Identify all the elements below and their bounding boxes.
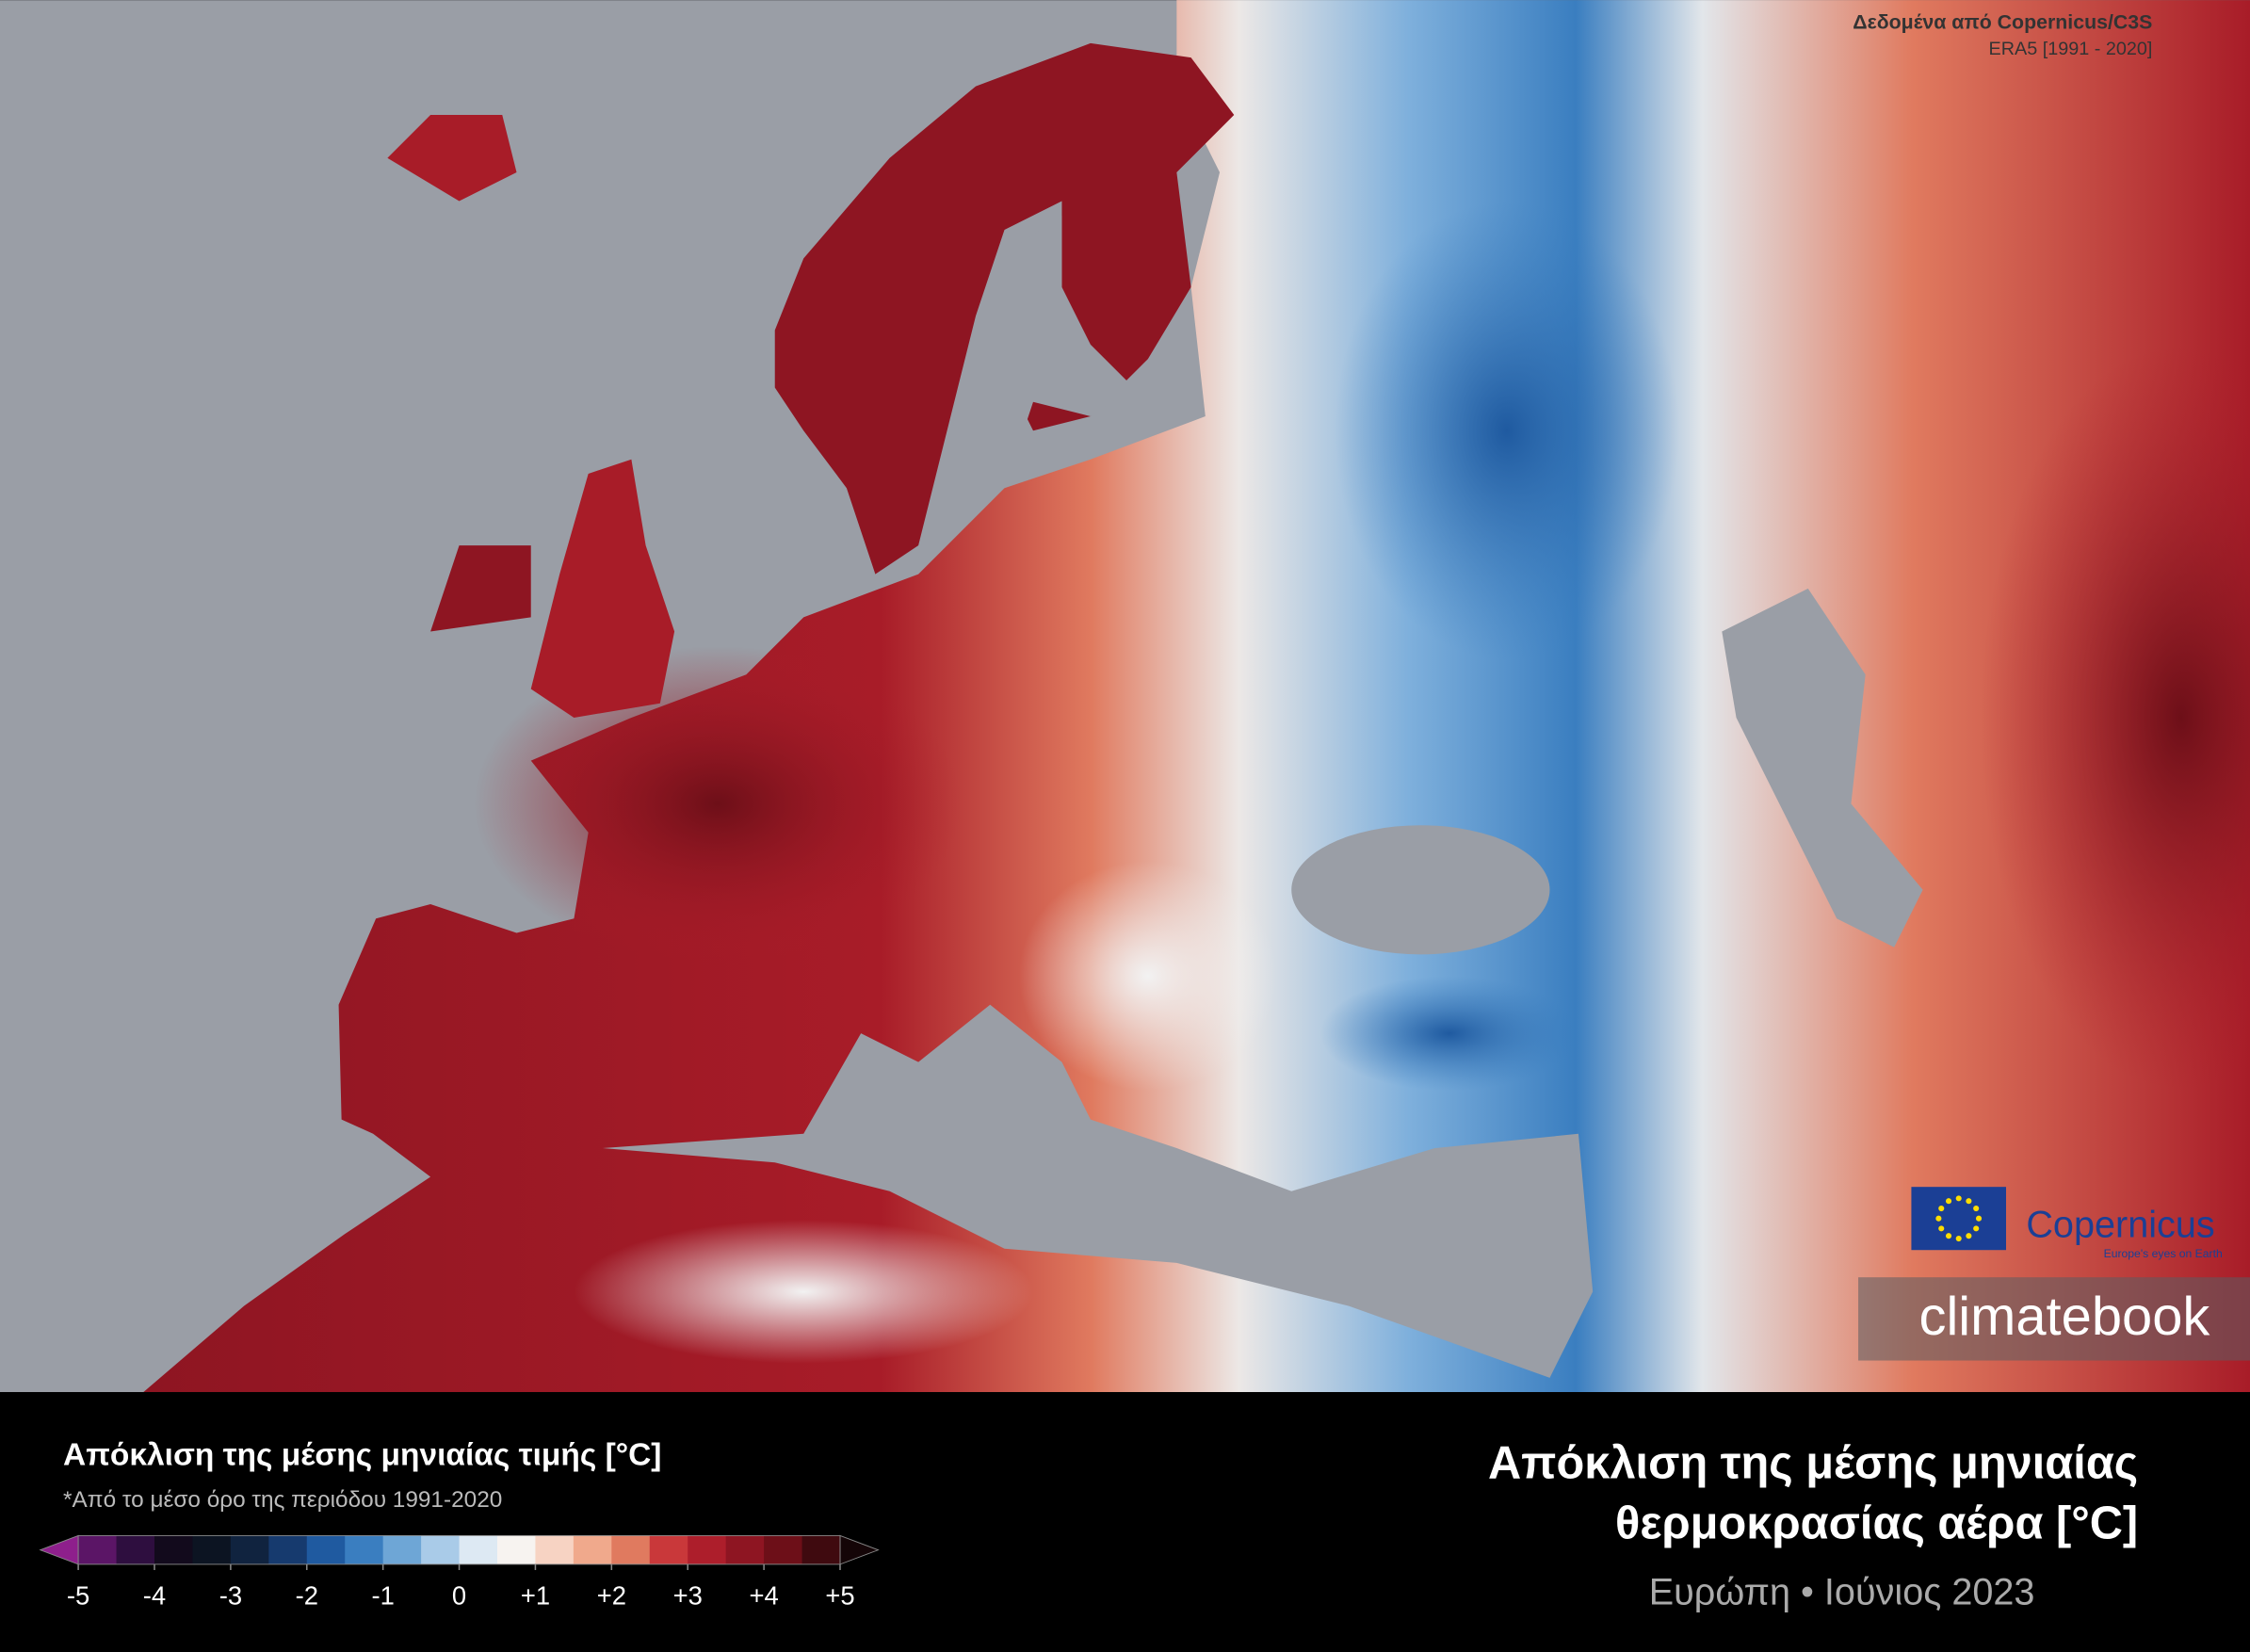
color-swatch [421,1535,461,1564]
eu-stars [1935,1195,1983,1242]
title-line-1: Απόκλιση της μέσης μηνιαίας [1488,1437,2138,1488]
copernicus-logo: Copernicus [2026,1205,2214,1246]
colorbar-tick-label: +1 [521,1581,550,1611]
color-swatch [230,1535,269,1564]
color-swatch [649,1535,688,1564]
color-swatch [382,1535,422,1564]
colorbar-tick-label: -1 [371,1581,394,1611]
color-swatch [535,1535,575,1564]
color-swatch [801,1535,841,1564]
copernicus-tagline: Europe's eyes on Earth [2104,1247,2223,1260]
color-swatch [459,1535,498,1564]
eu-star [1935,1215,1942,1222]
colorbar-tick-label: +3 [673,1581,703,1611]
color-swatch [573,1535,612,1564]
eu-star [1966,1198,1972,1205]
anomaly-warm [1980,344,2250,1091]
legend-title: Απόκλιση της μέσης μηνιαίας τιμής [°C] [63,1438,661,1473]
sea-mediterranean [602,1004,1594,1378]
anomaly-cold [1319,976,1578,1092]
sea-caspian [1722,588,1923,947]
color-swatch [268,1535,308,1564]
land-britain [530,459,675,718]
eu-star [1975,1215,1983,1222]
color-swatch [116,1535,155,1564]
colorbar-tick-label: -4 [143,1581,166,1611]
eu-star [1938,1205,1945,1212]
land-iceland [387,115,517,202]
colorbar-tick-label: +5 [825,1581,854,1611]
anomaly-cold [1334,201,1679,661]
colorbar: -5 -4 -3 -2 -1 0 +1 +2 +3 +4 +5 [39,1534,880,1611]
colorbar-tick-label: -5 [67,1581,89,1611]
anomaly-neutral [1018,861,1278,1092]
colorbar-tick-label: 0 [452,1581,466,1611]
brand-bar [1858,1277,2250,1361]
land-mainland [143,0,2250,1393]
sea-baltic [976,215,1134,489]
color-swatch [306,1535,346,1564]
eu-star [1955,1235,1962,1242]
legend-note: *Από το μέσο όρο της περιόδου 1991-2020 [63,1487,502,1513]
anomaly-neutral [574,1220,1033,1364]
anomaly-warm [473,645,962,962]
footer [0,1392,2250,1652]
sea-black [1291,825,1550,955]
color-swatch [154,1535,193,1564]
eu-star [1955,1195,1962,1202]
colorbar-tick-label: -2 [296,1581,318,1611]
credit-reference: ERA5 [1991 - 2020] [1989,39,2153,59]
color-swatch [78,1535,118,1564]
color-swatch [496,1535,536,1564]
colorbar-tick-label: +2 [597,1581,626,1611]
color-swatch [764,1535,803,1564]
colorbar-tick-label: -3 [219,1581,242,1611]
brand-logo: climatebook [1919,1287,2211,1347]
title-line-2: θερμοκρασίας αέρα [°C] [1615,1498,2138,1548]
subtitle: Ευρώπη • Ιούνιος 2023 [1649,1572,2035,1613]
eu-star [1945,1233,1952,1239]
eu-star [1973,1225,1980,1232]
land-scandinavia [774,42,1235,575]
color-swatch [688,1535,727,1564]
color-swatch [345,1535,384,1564]
eu-star [1973,1205,1980,1212]
eu-star [1966,1233,1972,1239]
color-swatch [611,1535,651,1564]
eu-star [1945,1198,1952,1205]
credit-source: Δεδομένα από Copernicus/C3S [1853,11,2152,34]
land-ireland [430,545,531,632]
color-swatch [192,1535,232,1564]
color-swatch [725,1535,765,1564]
colorbar-tick-label: +4 [749,1581,778,1611]
eu-star [1938,1225,1945,1232]
